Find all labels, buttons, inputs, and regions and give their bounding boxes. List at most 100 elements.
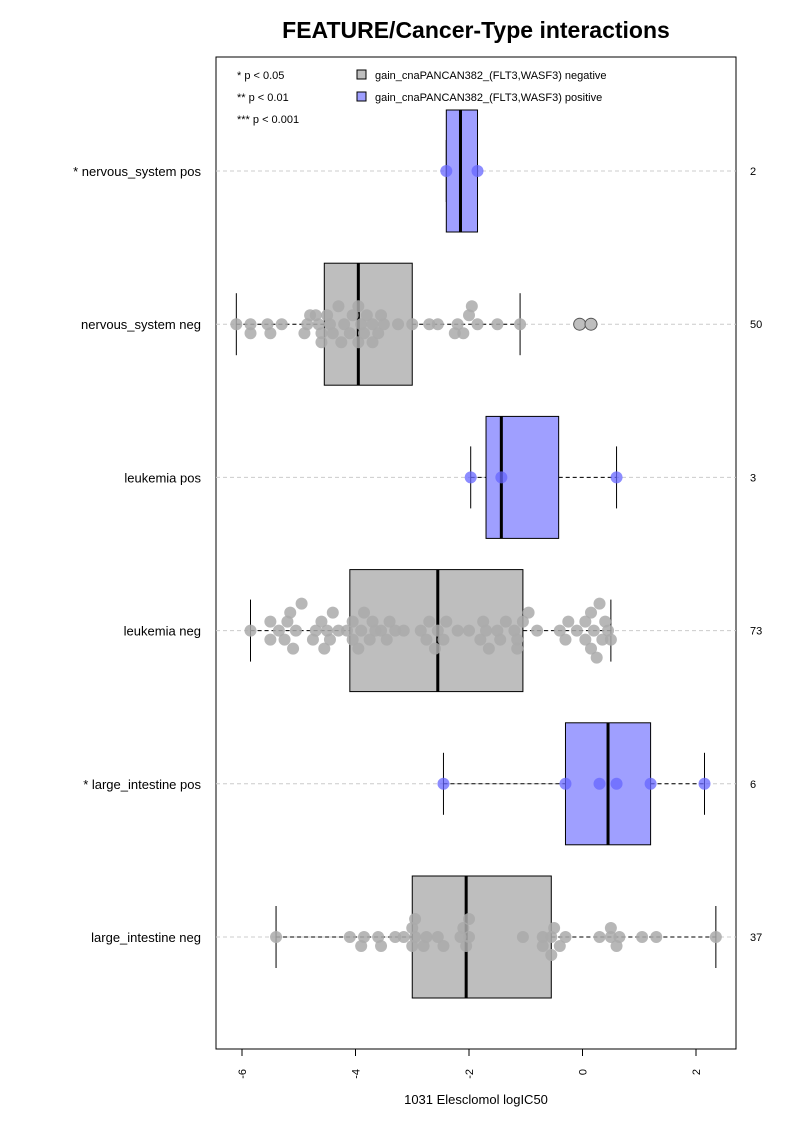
data-point — [477, 615, 490, 628]
data-point — [604, 633, 617, 646]
data-point — [295, 597, 308, 610]
data-point — [610, 471, 623, 484]
data-point — [602, 624, 615, 637]
data-point — [264, 615, 277, 628]
category-label: nervous_system neg — [81, 317, 201, 332]
data-point — [585, 642, 598, 655]
outlier-point — [584, 317, 598, 331]
data-point — [340, 624, 353, 637]
data-point — [610, 777, 623, 790]
data-point — [343, 327, 356, 340]
data-point — [363, 633, 376, 646]
legend-swatch — [356, 69, 367, 80]
data-point — [604, 922, 617, 934]
data-point — [323, 633, 336, 646]
data-point — [230, 318, 243, 331]
data-point — [431, 624, 444, 637]
data-point — [428, 642, 441, 655]
data-point — [321, 309, 334, 322]
data-point — [264, 327, 277, 340]
data-point — [514, 318, 527, 331]
data-point — [264, 633, 277, 646]
data-point — [440, 615, 453, 628]
data-point — [531, 624, 544, 637]
data-point — [604, 931, 617, 943]
data-point — [553, 940, 566, 952]
data-point — [548, 922, 561, 934]
data-point — [457, 922, 470, 934]
data-point — [326, 327, 339, 340]
data-point — [281, 615, 294, 628]
data-point — [352, 300, 365, 313]
data-point — [511, 633, 524, 646]
data-point — [397, 624, 410, 637]
data-point — [352, 642, 365, 655]
count-label: 37 — [750, 932, 762, 944]
data-point — [338, 318, 351, 331]
data-point — [457, 327, 470, 340]
data-point — [406, 922, 419, 934]
data-point — [406, 318, 419, 331]
data-point — [709, 931, 722, 943]
data-point — [463, 309, 475, 322]
data-point — [636, 931, 649, 943]
x-tick-label: 0 — [578, 1069, 590, 1075]
data-point — [451, 624, 464, 637]
category-label: leukemia neg — [124, 624, 201, 639]
data-point — [346, 309, 359, 322]
data-point — [562, 615, 575, 628]
data-point — [420, 633, 433, 646]
data-point — [375, 624, 388, 637]
data-point — [389, 931, 402, 943]
data-point — [570, 624, 583, 637]
data-point — [366, 615, 379, 628]
data-point — [482, 642, 495, 655]
data-point — [431, 318, 444, 331]
data-point — [471, 165, 484, 177]
data-point — [261, 318, 274, 331]
data-point — [278, 633, 291, 646]
count-label: 50 — [750, 319, 762, 331]
data-point — [284, 606, 297, 619]
data-point — [559, 931, 572, 943]
data-point — [613, 931, 626, 943]
labels-layer: * nervous_system pos 2 nervous_system neg 5… — [73, 164, 762, 945]
data-point — [460, 940, 473, 952]
data-point — [480, 624, 493, 637]
data-point — [375, 940, 388, 952]
gridlines-layer — [216, 170, 736, 938]
count-label: 73 — [750, 626, 762, 638]
data-point — [463, 913, 475, 925]
data-point — [372, 327, 385, 340]
data-point — [599, 615, 612, 628]
data-point — [309, 624, 322, 637]
data-point — [610, 940, 623, 952]
data-point — [380, 633, 393, 646]
data-point — [593, 597, 606, 610]
data-point — [366, 318, 379, 331]
data-point — [437, 633, 450, 646]
data-point — [437, 777, 450, 790]
data-point — [414, 624, 427, 637]
data-point — [463, 624, 475, 637]
data-point — [590, 651, 603, 664]
data-point — [465, 300, 478, 313]
data-point — [417, 940, 430, 952]
data-point — [440, 165, 453, 177]
data-point — [375, 309, 388, 322]
x-axis-title: 1031 Elesclomol logIC50 — [404, 1092, 548, 1107]
legend-swatch — [356, 91, 367, 102]
data-point — [332, 624, 345, 637]
significance-legend-item: * p < 0.05 — [237, 70, 284, 82]
data-point — [355, 624, 368, 637]
data-point — [448, 327, 461, 340]
data-point — [522, 606, 535, 619]
data-point — [244, 327, 257, 340]
data-point — [315, 615, 328, 628]
data-point — [326, 606, 339, 619]
data-point — [343, 931, 356, 943]
data-point — [346, 615, 359, 628]
data-point — [559, 633, 572, 646]
data-point — [392, 318, 405, 331]
